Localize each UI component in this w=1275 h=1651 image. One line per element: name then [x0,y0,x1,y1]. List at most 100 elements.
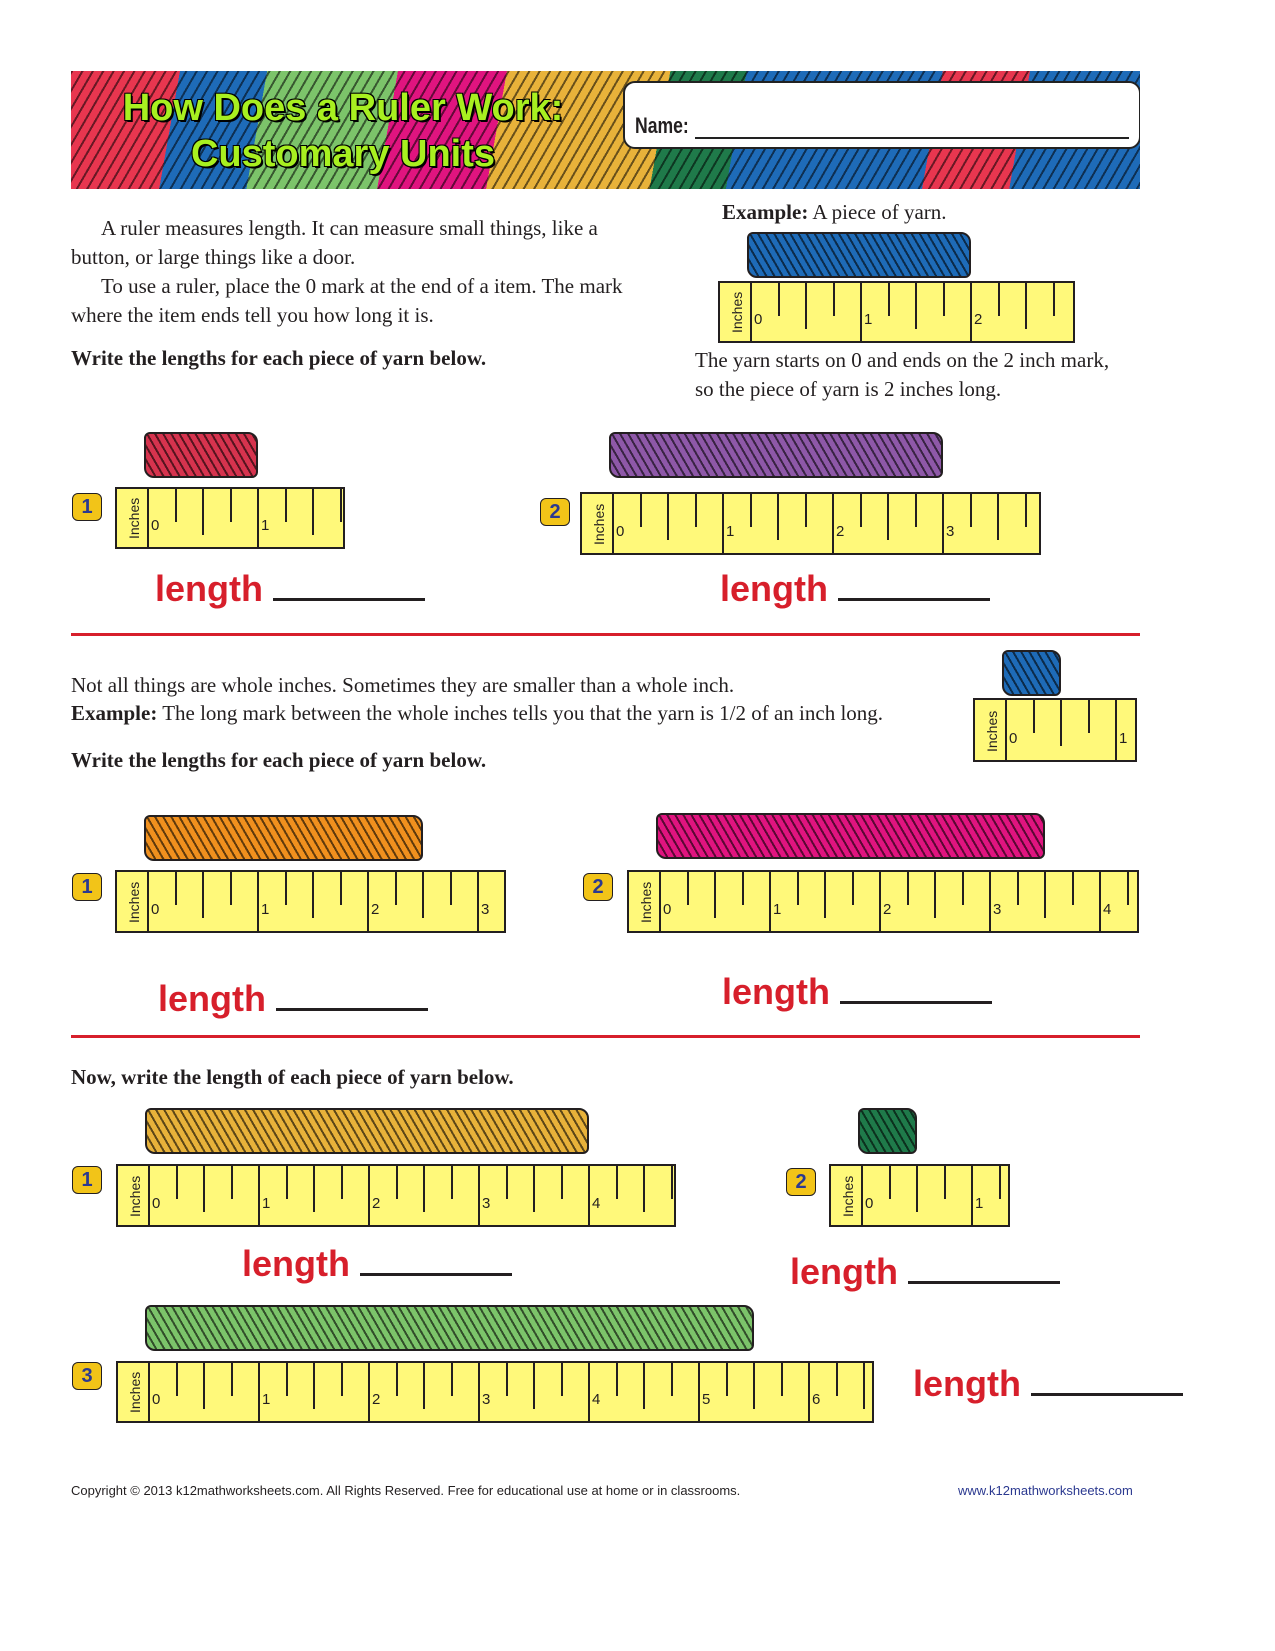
name-field[interactable] [695,137,1129,139]
length-answer: length [242,1243,512,1285]
ruler-tick [643,1363,645,1409]
ruler-tick [851,872,854,905]
ruler-tick [942,494,944,553]
ruler-tick [824,872,826,918]
problem-number-badge: 2 [540,498,570,526]
ruler-tick [229,489,232,522]
ruler-tick [769,872,771,931]
ruler-tick [1024,494,1027,527]
ruler-tick [1126,872,1129,905]
length-label: length [722,971,830,1012]
yarn-piece [144,815,423,861]
ruler-tick [906,872,909,905]
yarn-piece [858,1108,917,1154]
yarn-piece [609,432,943,478]
ruler-tick [174,489,177,522]
ruler-tick [203,1166,205,1212]
yarn-piece [144,432,258,478]
ruler-tick [175,1166,178,1199]
ruler-tick [970,283,972,341]
title-line-2: Customary Units [190,133,496,175]
ruler-tick [832,494,834,553]
ruler-tick [698,1363,700,1421]
inch-label: 2 [836,523,845,540]
ruler-tick [312,489,314,535]
inch-label: 4 [592,1391,601,1408]
ruler-tick [859,494,862,527]
ruler-unit-label: Inches [126,881,142,923]
length-answer-field[interactable] [272,598,425,601]
instruction-1: Write the lengths for each piece of yarn… [71,346,487,370]
example-text: The long mark between the whole inches t… [162,701,884,725]
ruler-tick [367,872,369,931]
ruler-tick [998,1166,1001,1199]
inch-label: 2 [371,901,380,918]
ruler-tick [1032,700,1035,733]
ruler-tick [888,1166,891,1199]
length-label: length [158,978,266,1019]
length-answer-field[interactable] [907,1281,1060,1284]
ruler-tick [1052,283,1055,316]
ruler-tick [477,872,479,931]
inch-label: 1 [726,523,735,540]
ruler-tick [887,494,889,540]
ruler-tick [1115,700,1117,760]
ruler-tick [670,1363,673,1396]
ruler-tick [659,872,661,931]
ruler-tick [1005,700,1007,760]
inch-label: 0 [152,1391,161,1408]
website-link[interactable]: www.k12mathworksheets.com [958,1483,1133,1498]
ruler: Inches 0 1 [829,1164,1010,1227]
ruler-tick [505,1166,508,1199]
length-label: length [720,568,828,609]
ruler-tick [202,872,204,918]
inch-label: 1 [261,901,270,918]
length-answer-field[interactable] [275,1008,428,1011]
problem-number-badge: 3 [72,1362,102,1390]
inch-label: 3 [482,1391,491,1408]
ruler-tick [808,1363,810,1421]
ruler-tick [612,494,614,553]
ruler-tick [394,872,397,905]
ruler-tick [741,872,744,905]
name-box: Name: [623,81,1140,149]
inch-label: 0 [616,523,625,540]
ruler-tick [285,1363,288,1396]
problem-number-badge: 2 [583,873,613,901]
ruler-tick [916,1166,918,1212]
length-answer-field[interactable] [837,598,990,601]
ruler-tick [832,283,835,316]
ruler-tick [450,1363,453,1396]
ruler-tick [989,872,991,931]
ruler-tick [861,1166,863,1225]
ruler-tick [560,1363,563,1396]
inch-label: 0 [151,901,160,918]
ruler-tick [148,1166,150,1225]
yarn-piece [145,1108,589,1154]
problem-number-badge: 1 [72,873,102,901]
length-answer: length [913,1363,1183,1405]
ruler-tick [588,1363,590,1421]
ruler-tick [914,494,917,527]
ruler-tick [147,489,149,547]
length-answer: length [722,971,992,1013]
problem-number-badge: 1 [72,1166,102,1194]
length-answer: length [155,568,425,610]
instruction-3: Now, write the length of each piece of y… [71,1065,514,1089]
yarn-piece [747,232,971,278]
instruction-2: Write the lengths for each piece of yarn… [71,748,487,772]
length-label: length [242,1243,350,1284]
problem-number-badge: 2 [786,1168,816,1196]
length-label: length [913,1363,1021,1404]
ruler-tick [686,872,689,905]
length-answer-field[interactable] [1030,1393,1183,1396]
ruler-unit-label: Inches [127,1175,143,1217]
length-answer-field[interactable] [359,1273,512,1276]
ruler-tick [942,283,945,316]
length-answer: length [158,978,428,1020]
ruler: Inches 0 1 2 [718,281,1075,343]
length-answer-field[interactable] [839,1001,992,1004]
ruler-tick [694,494,697,527]
ruler: Inches 0 1 2 3 [115,870,506,933]
ruler-unit-label: Inches [840,1175,856,1217]
